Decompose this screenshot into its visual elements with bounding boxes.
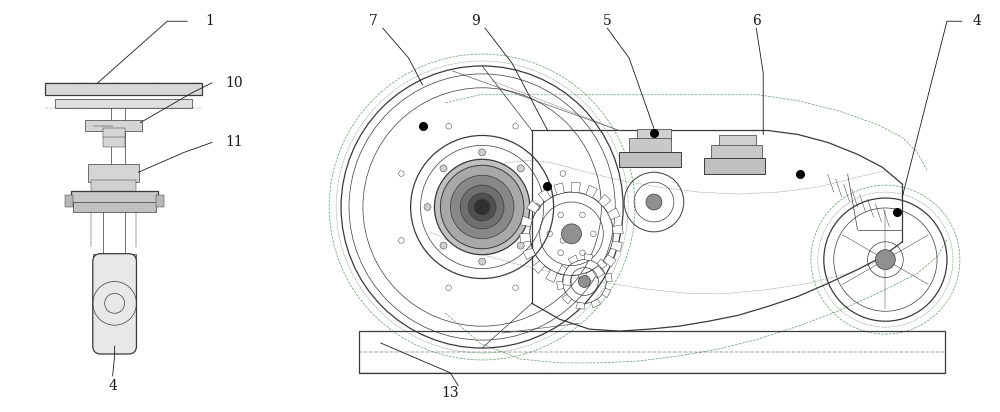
Text: 1: 1 — [206, 14, 214, 28]
Polygon shape — [591, 299, 601, 308]
Polygon shape — [532, 261, 545, 274]
Circle shape — [517, 165, 524, 172]
Circle shape — [479, 149, 486, 156]
Bar — [156, 195, 164, 207]
Bar — [65, 195, 73, 207]
Text: 7: 7 — [368, 14, 377, 28]
Text: 4: 4 — [108, 379, 117, 393]
Bar — [103, 128, 125, 147]
Bar — [711, 145, 762, 160]
Polygon shape — [527, 201, 540, 213]
Circle shape — [468, 193, 496, 221]
Bar — [719, 136, 756, 147]
Circle shape — [450, 175, 514, 239]
Polygon shape — [608, 208, 620, 220]
Polygon shape — [603, 255, 616, 267]
Polygon shape — [597, 259, 607, 269]
Bar — [55, 99, 192, 108]
Bar — [91, 180, 136, 194]
Circle shape — [533, 204, 540, 211]
Text: 5: 5 — [603, 14, 612, 28]
Polygon shape — [554, 183, 564, 194]
Polygon shape — [579, 273, 589, 285]
Circle shape — [474, 199, 490, 215]
Polygon shape — [557, 281, 564, 290]
Bar — [45, 83, 202, 95]
Text: 13: 13 — [442, 386, 459, 400]
Circle shape — [440, 165, 447, 172]
Polygon shape — [584, 254, 593, 261]
Bar — [85, 119, 142, 131]
Polygon shape — [602, 288, 611, 298]
Circle shape — [646, 194, 662, 210]
Polygon shape — [613, 225, 623, 234]
Bar — [73, 202, 156, 212]
Polygon shape — [586, 185, 597, 198]
Bar — [619, 152, 681, 167]
Polygon shape — [605, 273, 612, 281]
FancyBboxPatch shape — [93, 254, 136, 354]
Bar — [637, 129, 671, 140]
Bar — [88, 164, 139, 182]
Bar — [93, 254, 136, 264]
Polygon shape — [563, 275, 572, 286]
Circle shape — [460, 185, 504, 229]
Circle shape — [578, 276, 590, 288]
Circle shape — [434, 159, 530, 255]
Circle shape — [440, 242, 447, 249]
Polygon shape — [592, 266, 605, 279]
Circle shape — [424, 204, 431, 211]
Polygon shape — [572, 182, 580, 193]
Polygon shape — [523, 248, 535, 260]
Circle shape — [517, 242, 524, 249]
Bar — [71, 191, 158, 204]
Circle shape — [440, 165, 524, 249]
Polygon shape — [558, 265, 567, 275]
Polygon shape — [520, 234, 530, 243]
Text: 9: 9 — [471, 14, 480, 28]
Text: 6: 6 — [752, 14, 761, 28]
Polygon shape — [546, 270, 557, 282]
Circle shape — [562, 224, 581, 244]
Polygon shape — [576, 302, 584, 309]
Polygon shape — [521, 216, 532, 227]
Polygon shape — [611, 241, 622, 251]
Bar — [704, 158, 765, 174]
Polygon shape — [568, 255, 578, 264]
Polygon shape — [598, 194, 611, 207]
Polygon shape — [538, 189, 551, 202]
Polygon shape — [562, 294, 572, 304]
Circle shape — [875, 250, 895, 269]
Text: 10: 10 — [225, 76, 243, 90]
Bar — [629, 138, 671, 154]
Text: 4: 4 — [972, 14, 981, 28]
Text: 11: 11 — [225, 136, 243, 150]
Circle shape — [479, 258, 486, 265]
Bar — [359, 331, 945, 373]
